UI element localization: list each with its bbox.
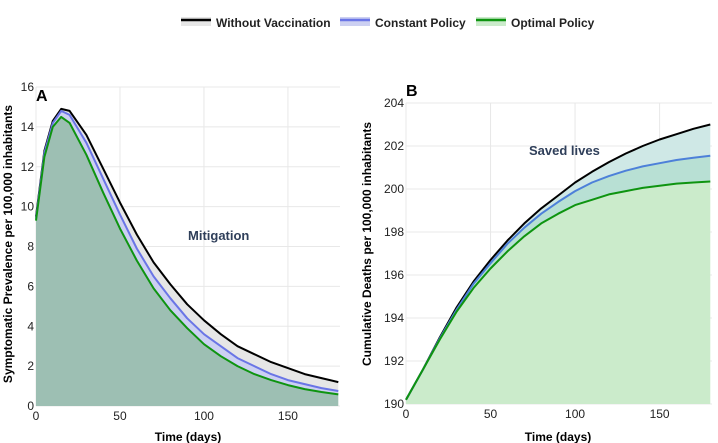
panel-b-y-tick-label: 202 — [384, 139, 404, 153]
panel-b-x-tick-label: 150 — [650, 407, 670, 421]
panel-b-annotation-saved-lives: Saved lives — [529, 143, 600, 158]
panel-b-x-tick-label: 100 — [565, 407, 585, 421]
panel-b-y-tick-label: 194 — [384, 311, 404, 325]
panel-b-line-constant-policy[interactable] — [405, 154, 711, 401]
legend-swatch-constant-policy — [340, 17, 370, 26]
legend-label-constant-policy: Constant Policy — [375, 16, 466, 30]
panel-b-x-tick-label: 0 — [403, 407, 410, 421]
panel-a-y-tick-label: 6 — [27, 279, 34, 293]
panel-b-tick-labels: 190 192 194 196 198 200 202 204 0 50 100 150 — [384, 96, 670, 421]
panel-a-y-tick-label: 12 — [21, 160, 35, 174]
panel-b-y-tick-label: 198 — [384, 225, 404, 239]
panel-a-area-optimal-policy — [36, 116, 339, 407]
panel-b-area-without-vaccination — [406, 124, 711, 400]
panel-b-area-optimal-policy — [406, 181, 711, 404]
panel-b-label: B — [406, 83, 418, 100]
panel-a-x-tick-label: 50 — [113, 409, 127, 423]
panel-b-y-tick-label: 190 — [384, 397, 404, 411]
legend-label-optimal-policy: Optimal Policy — [511, 16, 595, 30]
panel-a-y-tick-label: 10 — [21, 200, 35, 214]
panel-a-label: A — [36, 88, 48, 105]
legend-item-optimal-policy[interactable]: Optimal Policy — [476, 16, 595, 30]
panel-a-y-tick-label: 4 — [27, 319, 34, 333]
panel-a-y-tick-label: 0 — [27, 399, 34, 413]
panel-b-line-without-vaccination[interactable] — [405, 123, 711, 401]
panel-a-line-constant-policy[interactable] — [35, 109, 339, 392]
panel-a-y-tick-label: 2 — [27, 359, 34, 373]
panel-b-y-tick-label: 192 — [384, 354, 404, 368]
panel-a-y-tick-label: 14 — [21, 120, 35, 134]
panel-a-y-axis-label: Symptomatic Prevalence per 100,000 inhab… — [1, 105, 15, 383]
panel-a-annotation-mitigation: Mitigation — [188, 228, 249, 243]
legend-item-without-vaccination[interactable]: Without Vaccination — [181, 16, 331, 30]
panel-b-y-axis-label: Cumulative Deaths per 100,000 inhabitant… — [360, 122, 374, 366]
panel-b-x-axis-label: Time (days) — [525, 430, 591, 443]
legend-swatch-without-vaccination — [181, 17, 211, 26]
panel-a-x-tick-label: 100 — [194, 409, 214, 423]
panel-a-x-tick-label: 150 — [278, 409, 298, 423]
panel-a-y-tick-label: 8 — [27, 240, 34, 254]
panel-a-line-without-vaccination[interactable] — [35, 107, 339, 384]
legend: Without Vaccination Constant Policy Opti… — [181, 16, 595, 30]
legend-swatch-optimal-policy — [476, 17, 506, 26]
panel-a-series-lines — [35, 107, 339, 396]
panel-b-area-constant-policy — [406, 155, 711, 400]
panel-b-y-tick-label: 204 — [384, 96, 404, 110]
panel-b-cumulative-deaths-chart: 190 192 194 196 198 200 202 204 0 50 100 150 B Save… — [360, 83, 712, 443]
panel-a-y-tick-label: 16 — [21, 80, 35, 94]
panel-b-y-tick-label: 200 — [384, 182, 404, 196]
panel-b-areas — [406, 124, 711, 404]
legend-label-without-vaccination: Without Vaccination — [216, 16, 331, 30]
panel-a-prevalence-chart: 0 2 4 6 8 10 12 14 16 0 50 100 150 A Mitigation Time… — [1, 80, 340, 443]
panel-a-tick-labels: 0 2 4 6 8 10 12 14 16 0 50 100 150 — [21, 80, 299, 423]
panel-a-areas — [36, 108, 339, 407]
panel-b-y-tick-label: 196 — [384, 268, 404, 282]
panel-b-series-lines — [405, 123, 711, 401]
panel-a-line-optimal-policy[interactable] — [35, 115, 339, 396]
legend-item-constant-policy[interactable]: Constant Policy — [340, 16, 466, 30]
panel-b-line-optimal-policy[interactable] — [405, 180, 711, 401]
panel-a-x-tick-label: 0 — [33, 409, 40, 423]
panel-b-x-tick-label: 50 — [484, 407, 498, 421]
panel-a-x-axis-label: Time (days) — [155, 430, 221, 443]
